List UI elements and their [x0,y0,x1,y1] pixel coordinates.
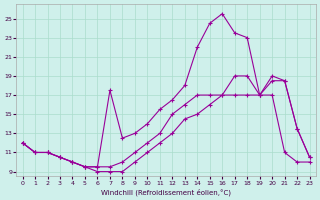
X-axis label: Windchill (Refroidissement éolien,°C): Windchill (Refroidissement éolien,°C) [101,188,231,196]
